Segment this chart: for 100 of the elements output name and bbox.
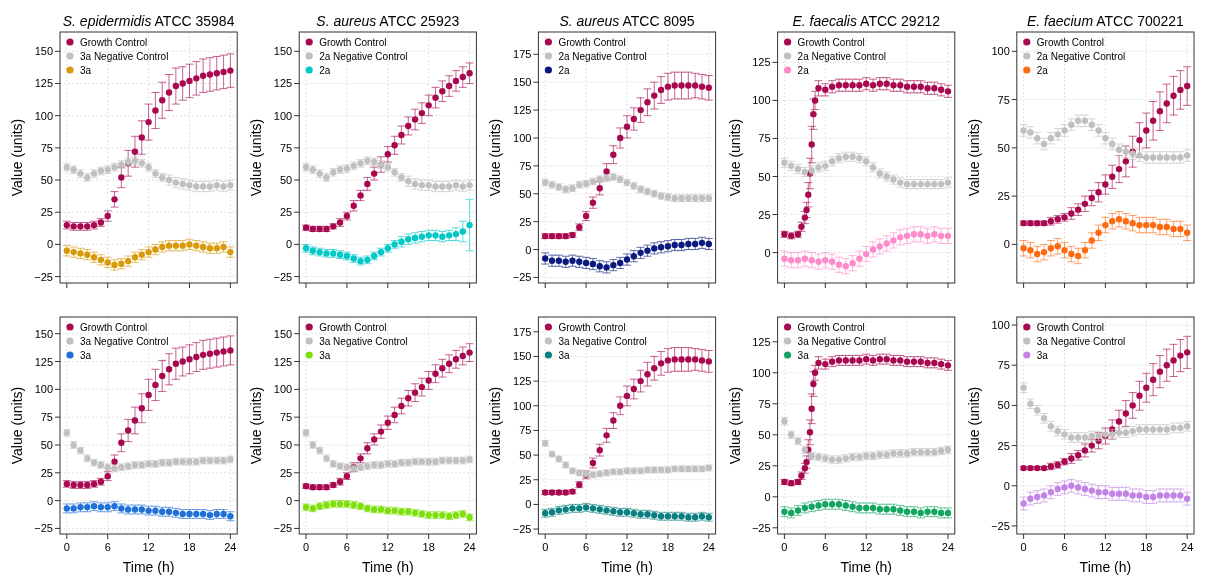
y-tick-label: −25 [991,519,1010,532]
y-tick-label: −25 [34,522,53,535]
x-tick-label: 12 [620,541,634,553]
y-tick-label: 100 [991,319,1010,332]
y-tick-label: 150 [273,327,293,340]
legend-label: 2a [1036,65,1049,76]
legend-label: 2a [558,65,570,76]
legend-label: 2a Negative Control [1036,51,1126,62]
y-tick-label: 75 [997,359,1010,372]
y-tick-label: 125 [273,77,293,90]
legend-label: 3a [80,350,92,361]
y-tick-label: 150 [273,45,293,58]
y-tick-label: 100 [513,399,532,412]
y-tick-label: −25 [751,521,771,534]
x-tick-label: 18 [422,541,435,553]
x-tick-label: 12 [860,541,873,553]
legend-label: 3a Negative Control [1036,336,1126,347]
y-tick-label: 125 [273,355,293,368]
y-tick-label: 25 [279,466,293,479]
x-tick-label: 18 [661,541,675,553]
x-tick-label: 0 [302,541,310,553]
x-axis-title: Time (h) [840,559,892,575]
y-tick-label: 100 [513,131,532,144]
y-tick-label: 75 [519,159,532,172]
legend-label: Growth Control [80,37,148,48]
y-tick-label: 50 [519,187,532,200]
chart-title: E. faecalis ATCC 29212 [792,13,941,29]
y-tick-label: −25 [273,522,293,535]
x-tick-label: 12 [142,541,155,553]
legend-label: 2a Negative Control [319,51,408,62]
y-tick-label: −25 [512,523,532,536]
y-tick-label: 100 [752,366,771,379]
legend-label: 3a [558,350,570,361]
y-axis-title: Value (units) [726,118,743,197]
x-tick-label: 18 [900,541,914,553]
y-tick-label: 125 [513,375,532,388]
y-tick-label: 75 [997,93,1010,106]
y-tick-label: 50 [40,438,53,451]
legend-label: 3a [1036,350,1049,361]
x-tick-label: 6 [822,541,829,553]
x-axis-title: Time (h) [362,559,414,575]
y-tick-label: 25 [997,190,1010,203]
y-axis-title: Value (units) [965,118,982,197]
x-tick-label: 0 [63,541,70,553]
x-tick-label: 24 [941,541,955,553]
chart-title: S. aureus ATCC 8095 [559,13,695,29]
y-tick-label: 50 [279,174,293,187]
y-tick-label: 175 [513,48,532,61]
y-tick-label: 0 [525,498,532,511]
y-tick-label: 50 [997,399,1010,412]
legend-label: 3a [797,350,810,361]
y-tick-label: 150 [513,350,532,363]
y-tick-label: 0 [286,494,293,507]
chart-title: S. epidermidis ATCC 35984 [62,13,235,29]
legend-label: Growth Control [319,37,387,48]
legend-label: Growth Control [1036,37,1105,48]
y-tick-label: 125 [513,104,532,117]
x-axis-title: Time (h) [1079,559,1132,575]
x-axis-title: Time (h) [122,559,175,575]
y-tick-label: 0 [1003,238,1010,251]
y-tick-label: 25 [997,439,1010,452]
legend-label: 3a Negative Control [80,51,169,62]
legend-label: Growth Control [797,322,865,333]
x-tick-label: 0 [1020,541,1027,553]
y-tick-label: 100 [34,109,53,122]
legend-label: 3a Negative Control [558,336,647,347]
y-axis-title: Value (units) [726,386,743,465]
legend-label: Growth Control [558,37,626,48]
y-tick-label: 100 [273,383,293,396]
y-tick-label: 0 [525,243,532,256]
y-tick-label: −25 [273,270,293,283]
y-tick-label: 100 [34,383,53,396]
y-axis-title: Value (units) [248,118,265,197]
y-axis-title: Value (units) [9,118,25,197]
x-axis-title: Time (h) [601,559,653,575]
y-tick-label: 0 [46,494,53,507]
x-tick-label: 12 [381,541,394,553]
y-tick-label: 50 [279,438,293,451]
x-tick-label: 24 [1181,541,1194,553]
legend-label: Growth Control [319,322,387,333]
y-tick-label: 75 [40,411,53,424]
y-tick-label: 100 [991,45,1010,58]
y-tick-label: 100 [752,94,771,107]
y-axis-title: Value (units) [9,386,25,465]
y-axis-title: Value (units) [487,386,504,465]
y-tick-label: 0 [46,238,53,251]
legend-label: 3a Negative Control [319,336,408,347]
y-tick-label: −25 [34,270,53,283]
legend-label: 2a [319,65,331,76]
y-tick-label: −25 [512,271,532,284]
legend-label: Growth Control [797,37,865,48]
x-tick-label: 6 [104,541,111,553]
y-tick-label: 175 [513,325,532,338]
y-tick-label: 25 [758,459,771,472]
x-tick-label: 18 [1140,541,1153,553]
chart-title: E. faecium ATCC 700221 [1026,13,1185,29]
y-tick-label: 150 [513,76,532,89]
x-tick-label: 12 [1099,541,1112,553]
x-tick-label: 24 [702,541,715,553]
y-tick-label: 25 [40,466,53,479]
